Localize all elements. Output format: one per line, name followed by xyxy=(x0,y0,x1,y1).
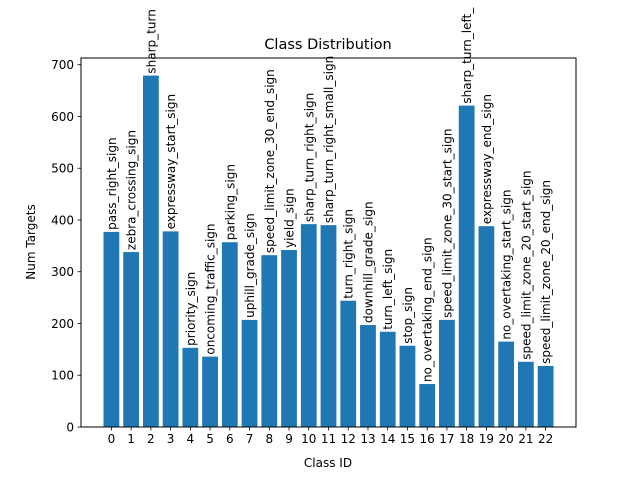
x-tick-label: 3 xyxy=(167,432,175,446)
bar-data-label: pass_right_sign xyxy=(105,137,119,229)
x-tick-label: 8 xyxy=(265,432,273,446)
x-tick-label: 10 xyxy=(301,432,316,446)
bar-2 xyxy=(142,75,159,427)
bar-20 xyxy=(498,341,515,427)
bar-14 xyxy=(379,331,396,427)
x-tick-label: 1 xyxy=(127,432,135,446)
bar-1 xyxy=(123,252,140,427)
bar-7 xyxy=(241,319,258,427)
bar-data-label: expressway_start_sign xyxy=(164,94,178,229)
x-tick-label: 18 xyxy=(459,432,474,446)
y-tick-label: 500 xyxy=(51,162,74,176)
y-tick-label: 300 xyxy=(51,265,74,279)
bar-9 xyxy=(281,250,297,427)
x-tick-label: 13 xyxy=(360,432,375,446)
bar-data-label: expressway_end_sign xyxy=(480,94,494,224)
x-tick-label: 5 xyxy=(206,432,214,446)
bar-data-label: turn_left_sign xyxy=(381,249,395,330)
x-tick-label: 22 xyxy=(538,432,553,446)
bar-data-label: sharp_turn_right_small_sign xyxy=(322,56,336,223)
bar-data-label: no_overtaking_start_sign xyxy=(500,190,514,340)
x-tick-label: 0 xyxy=(108,432,116,446)
y-tick-label: 600 xyxy=(51,110,74,124)
bar-12 xyxy=(340,300,357,427)
bar-data-label: turn_right_sign xyxy=(342,209,356,299)
bar-data-label: no_overtaking_end_sign xyxy=(421,237,435,382)
x-tick-label: 16 xyxy=(420,432,435,446)
bar-22 xyxy=(537,365,554,427)
x-tick-label: 20 xyxy=(498,432,513,446)
bar-18 xyxy=(458,105,475,427)
x-tick-label: 12 xyxy=(341,432,356,446)
x-tick-label: 19 xyxy=(479,432,494,446)
x-tick-label: 6 xyxy=(226,432,234,446)
bar-4 xyxy=(182,347,199,427)
bar-data-label: downhill_grade_sign xyxy=(361,201,375,323)
x-tick-label: 4 xyxy=(187,432,195,446)
bar-data-label: sharp_turn_left_ xyxy=(460,7,474,104)
bar-8 xyxy=(261,255,278,427)
chart-title: Class Distribution xyxy=(264,37,391,53)
bar-15 xyxy=(399,345,416,427)
bar-data-label: priority_sign xyxy=(184,272,198,346)
x-tick-label: 17 xyxy=(439,432,454,446)
bar-data-label: yield_sign xyxy=(283,188,297,248)
bar-data-label: sharp_turn_right_sign xyxy=(302,93,316,222)
bar-data-label: oncoming_traffic_sign xyxy=(204,223,218,354)
bar-6 xyxy=(221,242,238,427)
x-tick-label: 9 xyxy=(285,432,293,446)
y-tick-label: 700 xyxy=(51,58,74,72)
bar-19 xyxy=(478,226,495,427)
x-tick-label: 2 xyxy=(147,432,155,446)
x-tick-label: 15 xyxy=(400,432,415,446)
bar-data-label: speed_limit_zone_30_end_sign xyxy=(263,69,277,253)
bar-data-label: speed_limit_zone_20_end_sign xyxy=(539,180,553,364)
bar-13 xyxy=(360,325,376,427)
x-tick-label: 21 xyxy=(518,432,533,446)
bar-data-label: sharp_turn xyxy=(144,9,158,73)
y-tick-label: 200 xyxy=(51,317,74,331)
bar-data-label: stop_sign xyxy=(401,287,415,344)
bar-10 xyxy=(300,224,317,427)
x-tick-label: 14 xyxy=(380,432,395,446)
bar-16 xyxy=(419,384,436,427)
bar-data-label: uphill_grade_sign xyxy=(243,213,257,318)
bar-data-label: parking_sign xyxy=(223,164,237,240)
bar-5 xyxy=(202,356,218,427)
bar-11 xyxy=(320,225,337,427)
y-axis-label: Num Targets xyxy=(24,204,38,279)
y-tick-label: 400 xyxy=(51,213,74,227)
bar-0 xyxy=(103,231,120,427)
x-axis-label: Class ID xyxy=(304,456,352,470)
y-tick-label: 0 xyxy=(66,421,74,435)
bar-data-label: zebra_crossing_sign xyxy=(125,130,139,250)
y-tick-label: 100 xyxy=(51,369,74,383)
bar-data-label: speed_limit_zone_20_start_sign xyxy=(519,170,533,359)
bar-data-label: speed_limit_zone_30_start_sign xyxy=(440,129,454,318)
x-tick-label: 7 xyxy=(246,432,254,446)
bar-17 xyxy=(439,319,455,427)
bar-21 xyxy=(517,361,534,427)
x-tick-label: 11 xyxy=(321,432,336,446)
bar-3 xyxy=(162,231,179,427)
